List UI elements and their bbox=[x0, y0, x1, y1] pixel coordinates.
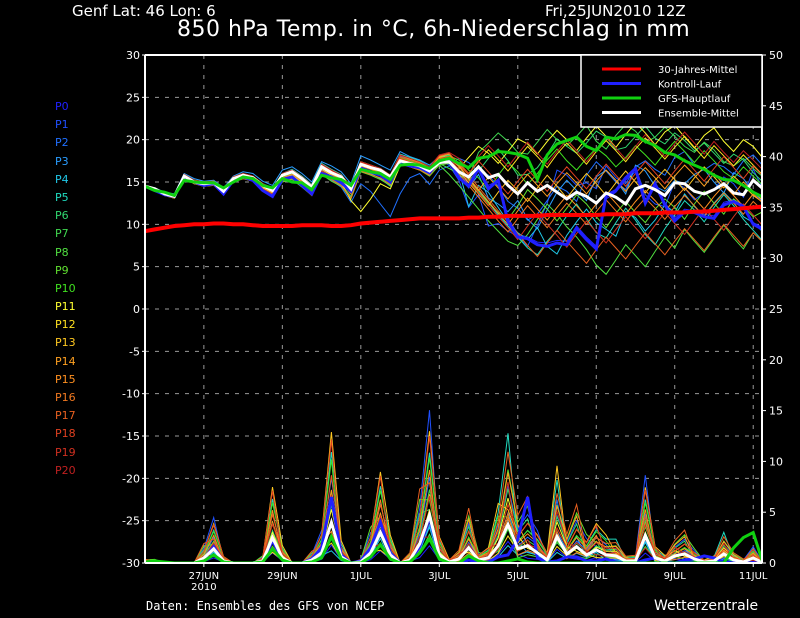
right-tick-label: 30 bbox=[769, 252, 783, 265]
legend-label: GFS-Hauptlauf bbox=[658, 94, 731, 105]
left-tick-label: 5 bbox=[133, 261, 140, 274]
right-tick-label: 35 bbox=[769, 201, 783, 214]
member-label-p6: P6 bbox=[55, 209, 69, 223]
precip-series-p14 bbox=[145, 472, 762, 563]
member-list: P0 P1 P2 P3 P4 P5 P6 P7 P8 P9 P10 P11 P12 P13 P14 P15 P1… bbox=[55, 100, 95, 482]
right-tick-label: 50 bbox=[769, 49, 783, 62]
right-tick-label: 15 bbox=[769, 405, 783, 418]
precip-series-p5 bbox=[145, 433, 762, 563]
member-label-p4: P4 bbox=[55, 172, 69, 186]
precip-series-p17 bbox=[145, 451, 762, 563]
right-tick-label: 0 bbox=[769, 557, 776, 570]
member-label-p13: P13 bbox=[55, 336, 76, 350]
member-label-p10: P10 bbox=[55, 281, 76, 295]
left-tick-label: 20 bbox=[126, 134, 140, 147]
left-tick-label: 25 bbox=[126, 91, 140, 104]
data-source-label: Daten: Ensembles des GFS von NCEP bbox=[146, 599, 385, 613]
left-tick-label: -25 bbox=[122, 515, 140, 528]
legend-label: 30-Jahres-Mittel bbox=[658, 65, 737, 76]
member-label-p3: P3 bbox=[55, 154, 69, 168]
right-tick-label: 10 bbox=[769, 455, 783, 468]
left-tick-label: -20 bbox=[122, 472, 140, 485]
precip-ensemble-mean-line bbox=[145, 509, 762, 563]
member-label-p9: P9 bbox=[55, 263, 69, 277]
member-label-p16: P16 bbox=[55, 391, 76, 404]
member-label-p19: P19 bbox=[55, 445, 76, 459]
chart-title: 850 hPa Temp. in °C, 6h-Niederschlag in … bbox=[177, 17, 691, 42]
x-tick-label: 1JUL bbox=[350, 571, 373, 582]
legend-box bbox=[580, 54, 763, 128]
member-label-p17: P17 bbox=[55, 409, 76, 423]
member-label-p2: P2 bbox=[55, 136, 69, 150]
left-tick-label: -30 bbox=[122, 557, 140, 570]
plot-area bbox=[145, 121, 762, 563]
run-date-label: Fri,25JUN2010 12Z bbox=[545, 2, 686, 20]
member-label-p5: P5 bbox=[55, 190, 69, 204]
left-tick-label: 10 bbox=[126, 218, 140, 231]
member-label-p14: P14 bbox=[55, 354, 76, 368]
x-tick-label: 3JUL bbox=[428, 571, 451, 582]
temp-climate-mean-line bbox=[145, 204, 762, 234]
right-tick-label: 20 bbox=[769, 354, 783, 367]
precip-series-p10 bbox=[145, 457, 762, 563]
legend-label: Ensemble-Mittel bbox=[658, 109, 739, 120]
left-tick-label: -10 bbox=[122, 388, 140, 401]
left-tick-label: 0 bbox=[133, 303, 140, 316]
x-tick-label: 9JUL bbox=[664, 571, 687, 582]
right-tick-label: 40 bbox=[769, 151, 783, 164]
member-label-p15: P15 bbox=[55, 372, 76, 386]
member-label-p7: P7 bbox=[55, 227, 69, 241]
member-label-p0: P0 bbox=[55, 100, 69, 113]
left-tick-label: -5 bbox=[129, 345, 140, 358]
member-label-p11: P11 bbox=[55, 300, 76, 314]
x-tick-label: 11JUL bbox=[739, 571, 768, 582]
precip-series-p19 bbox=[145, 481, 762, 563]
legend-label: Kontroll-Lauf bbox=[658, 80, 722, 91]
x-tick-label: 27JUN bbox=[189, 571, 219, 582]
member-label-p8: P8 bbox=[55, 245, 69, 259]
precip-series-p1 bbox=[145, 410, 762, 563]
x-tick-label: 29JUN bbox=[267, 571, 297, 582]
member-label-p12: P12 bbox=[55, 318, 76, 332]
member-label-p1: P1 bbox=[55, 118, 69, 132]
x-tick-label: 5JUL bbox=[507, 571, 530, 582]
right-tick-label: 25 bbox=[769, 303, 783, 316]
right-tick-label: 5 bbox=[769, 506, 776, 519]
member-label-p18: P18 bbox=[55, 427, 76, 441]
temp-gfs-line bbox=[145, 133, 762, 199]
x-tick-label: 7JUL bbox=[585, 571, 608, 582]
right-tick-label: 45 bbox=[769, 100, 783, 113]
precip-series-p18 bbox=[145, 435, 762, 563]
member-label-p20: P20 bbox=[55, 463, 76, 477]
left-tick-label: -15 bbox=[122, 430, 140, 443]
precip-series-p13 bbox=[145, 431, 762, 563]
brand-label: Wetterzentrale bbox=[654, 598, 759, 614]
x-tick-year-label: 2010 bbox=[191, 582, 216, 593]
location-label: Genf Lat: 46 Lon: 6 bbox=[72, 2, 216, 20]
left-tick-label: 15 bbox=[126, 176, 140, 189]
left-tick-label: 30 bbox=[126, 49, 140, 62]
temp-series-p20 bbox=[145, 131, 762, 196]
